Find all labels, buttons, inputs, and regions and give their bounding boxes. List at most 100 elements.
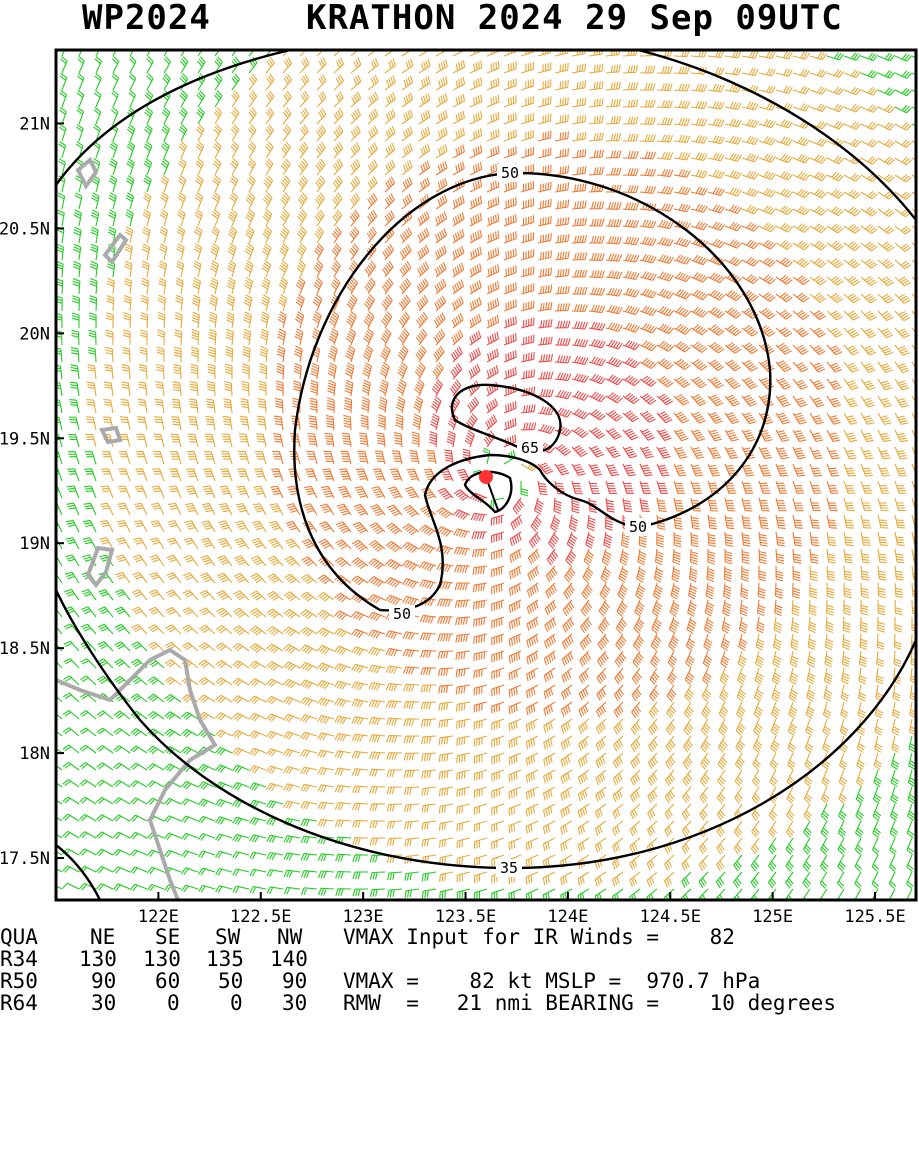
wind-barb	[789, 685, 797, 701]
wind-barb	[399, 295, 410, 311]
wind-barb	[877, 634, 884, 649]
wind-barb	[630, 872, 640, 887]
wind-barb	[368, 176, 377, 192]
wind-barb	[859, 651, 867, 667]
wind-barb	[61, 39, 68, 56]
wind-barb	[383, 244, 394, 260]
quadrant-ne: NE	[90, 926, 115, 948]
wind-barb	[674, 101, 690, 109]
wind-barb	[768, 872, 776, 888]
wind-barb	[335, 751, 351, 759]
wind-barb	[419, 110, 430, 124]
wind-barb	[691, 255, 708, 265]
wind-barb	[751, 872, 759, 888]
wind-barb	[589, 81, 603, 90]
wind-barb	[492, 719, 504, 730]
wind-barb	[231, 142, 239, 159]
wind-barb	[654, 566, 663, 582]
wind-barb	[872, 872, 879, 889]
wind-barb	[114, 798, 131, 804]
wind-barb	[470, 264, 481, 278]
wind-barb	[186, 486, 198, 498]
wind-barb	[171, 434, 182, 447]
wind-barb	[527, 634, 538, 648]
wind-barb	[509, 804, 521, 816]
wind-barb	[440, 872, 453, 882]
wind-barb	[544, 753, 555, 766]
wind-barb	[207, 382, 215, 397]
wind-barb	[776, 275, 792, 284]
wind-barb	[825, 634, 833, 650]
wind-barb	[555, 355, 570, 363]
wind-barb	[250, 766, 267, 774]
wind-barb	[184, 555, 198, 566]
wind-barb	[844, 174, 861, 182]
wind-barb	[708, 447, 721, 459]
wind-barb	[691, 221, 707, 229]
wind-barb	[623, 429, 638, 440]
wind-barb	[453, 111, 465, 124]
wind-barb	[456, 668, 470, 677]
wind-barb	[724, 566, 731, 581]
wind-barb	[80, 676, 96, 685]
wind-barb	[544, 770, 555, 783]
wind-barb	[87, 382, 96, 396]
wind-barb	[555, 234, 569, 243]
wind-barb	[182, 747, 199, 755]
wind-barb	[318, 663, 335, 672]
wind-barb	[531, 515, 541, 531]
wind-barb	[334, 629, 351, 638]
wind-barb	[275, 399, 283, 414]
wind-barb	[225, 364, 232, 379]
wind-barb	[572, 183, 586, 192]
wind-barb	[555, 80, 568, 90]
wind-barb	[297, 260, 306, 277]
wind-barb	[351, 176, 360, 192]
wind-barb	[209, 295, 217, 311]
wind-barb	[436, 127, 447, 141]
wind-barb	[878, 532, 888, 545]
wind-barb	[164, 40, 171, 56]
wind-barb	[301, 819, 317, 826]
wind-barb	[255, 452, 266, 465]
wind-barb	[196, 125, 204, 142]
wind-barb	[266, 696, 283, 704]
wind-barb	[64, 641, 79, 651]
wind-barb	[436, 212, 447, 226]
wind-barb	[734, 838, 742, 854]
wind-barb	[242, 381, 250, 396]
wind-barb	[827, 70, 844, 78]
wind-barb	[178, 176, 186, 193]
wind-barb	[474, 685, 487, 695]
wind-barb	[606, 410, 622, 421]
wind-barb	[216, 660, 232, 668]
wind-barb	[177, 227, 185, 243]
wind-barb	[716, 872, 725, 888]
wind-barb	[199, 885, 215, 892]
wind-barb	[72, 296, 79, 311]
wind-barb	[613, 770, 623, 785]
wind-barb	[457, 719, 470, 729]
r34-nw: 140	[270, 948, 308, 970]
wind-barb	[759, 171, 776, 180]
wind-barb	[386, 541, 402, 552]
wind-barb	[301, 784, 317, 792]
wind-barb	[470, 128, 482, 141]
wind-barb	[861, 430, 874, 442]
wind-barb	[470, 77, 482, 90]
wind-barb	[80, 849, 97, 856]
wind-barb	[394, 433, 402, 448]
wind-barb	[827, 345, 842, 355]
wind-barb	[301, 767, 317, 775]
wind-barb	[159, 261, 167, 277]
wind-barb	[526, 804, 538, 817]
wind-barb	[606, 99, 620, 107]
wind-barb	[284, 609, 300, 618]
wind-barb	[810, 583, 817, 598]
wind-barb	[630, 855, 640, 870]
wind-barb	[759, 481, 770, 493]
wind-barb	[57, 210, 64, 226]
wind-barb	[521, 62, 533, 73]
wind-barb	[589, 253, 604, 260]
wind-barb	[267, 591, 283, 600]
